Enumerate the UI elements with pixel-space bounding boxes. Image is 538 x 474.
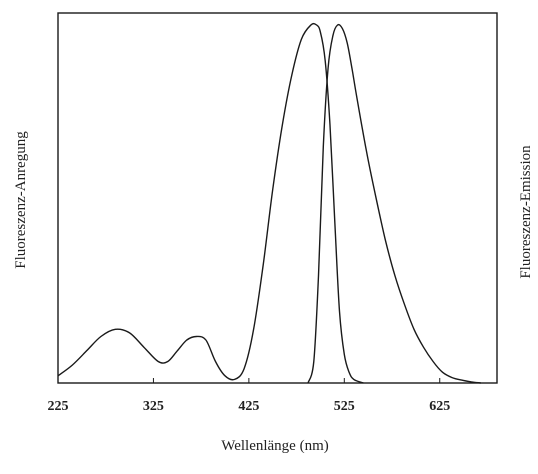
- series-layer: [57, 22, 481, 384]
- x-tick-label: 325: [143, 399, 164, 414]
- x-tick-label: 225: [48, 399, 69, 414]
- x-tick-label: 425: [238, 399, 259, 414]
- x-tick-label: 525: [334, 399, 355, 414]
- x-axis-title: Wellenlänge (nm): [221, 438, 329, 454]
- plot-frame: [57, 12, 498, 384]
- y-axis-title-left: Fluoreszenz-Anregung: [13, 131, 29, 269]
- emission-curve: [307, 23, 481, 384]
- excitation-curve: [57, 22, 364, 384]
- y-axis-title-right: Fluoreszenz-Emission: [518, 145, 534, 279]
- x-tick-layer: 225 325 425 525 625: [48, 378, 450, 414]
- x-tick-label: 625: [429, 399, 450, 414]
